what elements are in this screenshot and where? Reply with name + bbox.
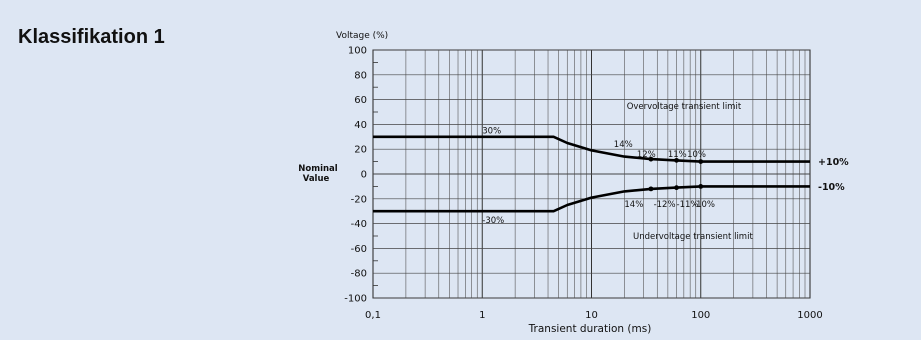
x-axis-label: Transient duration (ms) xyxy=(528,323,652,335)
annotation-label: -12% xyxy=(654,200,676,210)
annotation-label: Undervoltage transient limit xyxy=(633,232,753,242)
annotation-label: -30% xyxy=(482,216,504,226)
panel-heading: Klassifikation 1 xyxy=(18,26,165,48)
data-point xyxy=(674,185,679,191)
x-tick-label: 1000 xyxy=(797,310,822,321)
y-tick-label: 0 xyxy=(361,170,367,181)
series-line xyxy=(373,185,810,213)
series-end-label: +10% xyxy=(818,157,849,168)
y-tick-label: -20 xyxy=(351,194,367,205)
y-tick-label: 80 xyxy=(354,70,367,81)
x-tick-label: 1 xyxy=(479,310,485,321)
y-tick-label: 40 xyxy=(354,120,367,131)
y-tick-label: -60 xyxy=(351,244,367,255)
annotation-label: 11% xyxy=(668,150,687,160)
x-tick-label: 100 xyxy=(691,310,710,321)
voltage-transient-chart: 100 80 60 40 20 0 -20 -40 -60 -80 -100 0,1 1 10 100 100… xyxy=(298,31,849,335)
annotation-label: 12% xyxy=(637,150,656,160)
y-tick-label: -40 xyxy=(351,219,367,230)
y-tick-label: 20 xyxy=(354,145,367,156)
chart-panel xyxy=(0,0,921,340)
data-point xyxy=(698,184,704,189)
y-tick-label: -80 xyxy=(351,269,367,280)
x-tick-label: 0,1 xyxy=(365,310,381,321)
series-lines xyxy=(373,135,810,213)
nominal-label-line1: Nominal xyxy=(298,164,338,174)
x-tick-label: 10 xyxy=(585,310,598,321)
chart-text: 100 80 60 40 20 0 -20 -40 -60 -80 -100 0,1 1 10 100 100… xyxy=(344,46,849,322)
data-point xyxy=(648,156,654,162)
annotation-label: -10% xyxy=(693,200,715,210)
y-axis-label: Voltage (%) xyxy=(336,31,388,41)
y-tick-label: 100 xyxy=(348,46,367,57)
chart-area: 100 80 60 40 20 0 -20 -40 -60 -80 -100 0,1 1 10 100 100… xyxy=(298,31,849,335)
data-point xyxy=(674,157,679,163)
grid xyxy=(372,49,811,299)
y-tick-label: -100 xyxy=(344,294,367,305)
nominal-label-line2: Value xyxy=(303,174,330,184)
annotation-label: 14% xyxy=(624,200,643,210)
series-line xyxy=(373,135,810,163)
data-point xyxy=(698,159,704,165)
annotation-label: Overvoltage transient limit xyxy=(627,102,742,112)
annotation-label: 30% xyxy=(482,127,501,137)
annotation-label: -11% xyxy=(677,200,699,210)
series-end-label: -10% xyxy=(818,182,845,193)
annotation-label: 10% xyxy=(687,150,706,160)
y-tick-label: 60 xyxy=(354,95,367,106)
data-point xyxy=(648,186,654,192)
annotation-label: 14% xyxy=(614,140,633,150)
